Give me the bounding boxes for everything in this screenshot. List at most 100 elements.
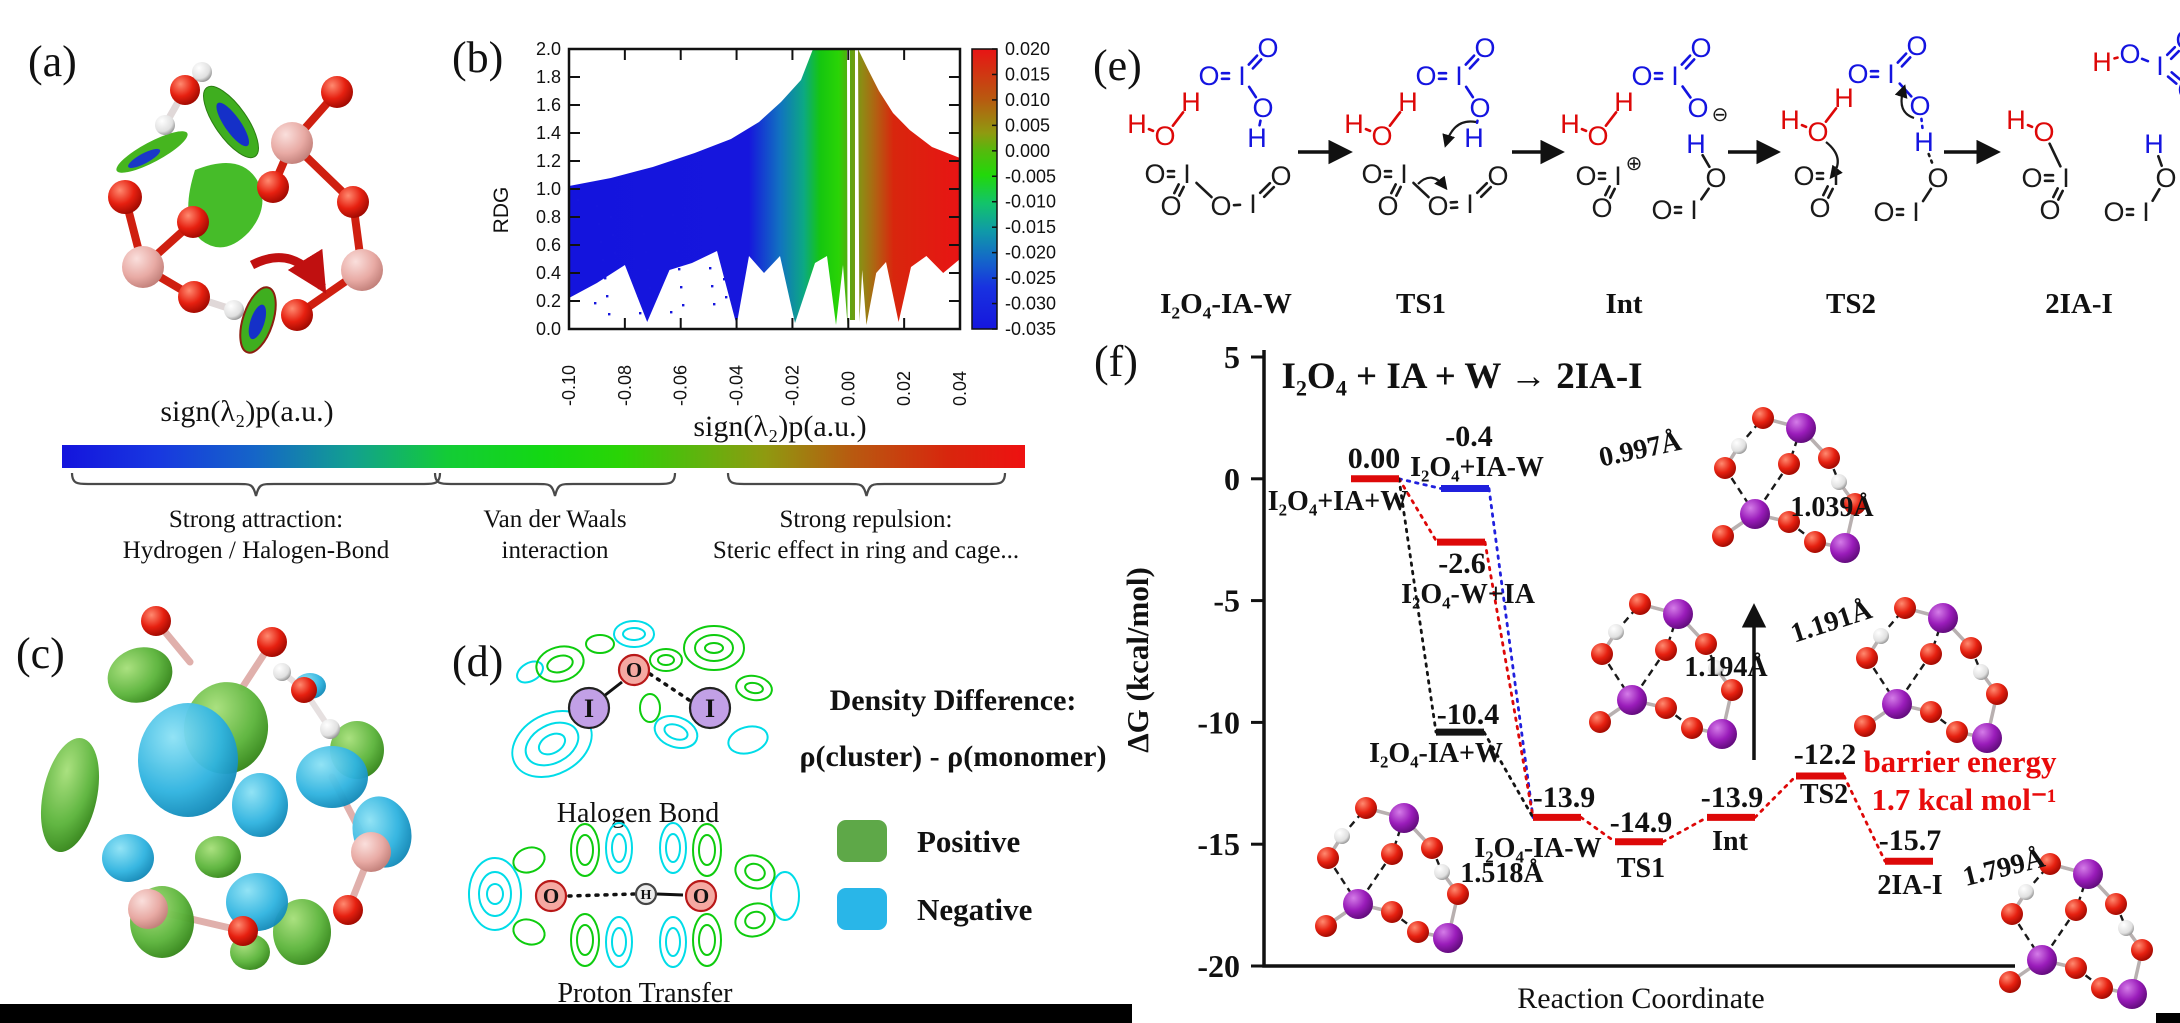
atom-label-O: O — [626, 658, 642, 682]
bond-double — [2057, 189, 2064, 201]
panel-b-xaxis-label: sign(λ₂)p(a.u.) — [693, 410, 867, 443]
proton-transfer-label: Proton Transfer — [557, 978, 733, 1009]
bond-single — [1195, 181, 1213, 199]
atom-letter-O: O — [1631, 61, 1652, 91]
panel-c-molecule — [40, 606, 412, 970]
panel-d-tag: (d) — [452, 637, 504, 686]
x-tick-label: -0.10 — [559, 365, 579, 406]
color-scale-bar — [62, 445, 1025, 468]
bond-double — [1680, 54, 1692, 66]
negative-label: Negative — [917, 892, 1033, 927]
atom-letter-O: O — [1474, 33, 1495, 63]
speckle — [719, 242, 722, 245]
bond-double — [1822, 185, 1829, 197]
dotted-connector — [1397, 477, 1443, 490]
atom-letter-O: O — [2103, 197, 2124, 227]
y-tick-label: 0.4 — [536, 263, 561, 283]
colorbar-tick-label: 0.020 — [1005, 39, 1050, 59]
bond-single — [1700, 187, 1710, 201]
colorbar-tick-label: 0.005 — [1005, 115, 1050, 135]
speckle — [635, 276, 638, 279]
bond-single — [1580, 127, 1588, 133]
species-label: TS1 — [1617, 853, 1665, 884]
atom-letter-H: H — [1686, 129, 1706, 159]
panel-b-plot: 2.0 1.8 1.6 1.4 1.2 1.0 0.8 0.6 0.4 0.2 0.0 -0.10 -0… — [490, 39, 1056, 406]
species-label: I₂O₄-IA+W — [1369, 738, 1503, 769]
bond-single — [1171, 111, 1185, 127]
energy-value-label: -12.2 — [1794, 738, 1857, 771]
speckle — [594, 302, 597, 305]
y-tick-label: 0.0 — [536, 319, 561, 339]
atom-letter-I: I — [1614, 161, 1622, 191]
y-tick-label: 0 — [1224, 461, 1240, 497]
y-tick-label: 1.4 — [536, 123, 561, 143]
bond-double — [1896, 52, 1908, 64]
atom-letter-O: O — [1587, 121, 1608, 151]
energy-value-label: -15.7 — [1879, 824, 1942, 857]
atom-letter-H: H — [1181, 87, 1201, 117]
bond-double — [1604, 185, 1611, 197]
bond-single — [1247, 85, 1258, 99]
atom-I — [688, 686, 732, 730]
atom-letter-O: O — [1160, 191, 1181, 221]
panel-b-tag: (b) — [452, 33, 504, 82]
charge-symbol: ⊕ — [1626, 153, 1643, 175]
bond-dotted — [1920, 117, 1924, 131]
bond-double — [1390, 183, 1397, 195]
panel-f-ylabel: ΔG (kcal/mol) — [1120, 567, 1155, 753]
bond-single — [1701, 153, 1711, 169]
panel-a-axis-label: sign(λ₂)p(a.u.) — [160, 395, 334, 428]
panel-a: sign(λ₂)p(a.u.) — [30, 15, 430, 445]
y-tick-label: 1.2 — [536, 151, 561, 171]
atom-letter-O: O — [1651, 195, 1672, 225]
strip-label-line1: Strong repulsion: — [780, 506, 953, 533]
cluster-product-top — [1710, 405, 1868, 565]
speckle — [670, 311, 673, 314]
bond-single — [1388, 111, 1402, 127]
bond-double — [1178, 185, 1185, 197]
scheme-stage-label: TS1 — [1396, 288, 1446, 320]
bond-double — [1464, 54, 1476, 66]
rdg-scatter-cloud — [569, 49, 960, 325]
bond-length-label: 1.799Å — [1960, 842, 2049, 892]
atom-letter-I: I — [1249, 189, 1257, 219]
speckle — [676, 250, 679, 253]
panel-e-tag: (e) — [1093, 41, 1142, 90]
atom-letter-O: O — [1591, 193, 1612, 223]
speckle — [717, 224, 720, 227]
speckle — [610, 216, 613, 219]
scheme-stage-2ia-i: HOIOOHOOIOOIOH — [2006, 25, 2180, 227]
dotted-connector — [1397, 477, 1438, 734]
speckle — [684, 207, 687, 210]
speckle — [600, 241, 603, 244]
species-label: I₂O₄-W+IA — [1401, 579, 1536, 610]
energy-value-label: -13.9 — [1701, 781, 1764, 814]
speckle — [608, 313, 611, 316]
atom-letter-O: O — [1144, 159, 1165, 189]
cluster-i2o4-ia-w — [1313, 795, 1471, 955]
atom-letter-O: O — [1687, 93, 1708, 123]
atom-letter-I: I — [1466, 189, 1474, 219]
bond-single — [1800, 123, 1808, 129]
species-label: Int — [1712, 826, 1748, 857]
atom-letter-H: H — [1780, 105, 1800, 135]
strip-label-line2: interaction — [502, 537, 609, 564]
atom-letter-H: H — [1834, 83, 1854, 113]
atom-letter-I: I — [1455, 61, 1463, 91]
panel-f-energy-diagram: I₂O₄ + IA + W → 2IA-I ΔG (kcal/mol) Reac… — [1120, 339, 2155, 1015]
dotted-connector — [1753, 774, 1798, 819]
atom-letter-O: O — [2119, 39, 2140, 69]
panel-a-molecule — [108, 62, 383, 354]
panel-b: 2.0 1.8 1.6 1.4 1.2 1.0 0.8 0.6 0.4 0.2 0.0 -0.10 -0… — [430, 10, 1090, 460]
x-tick-label: -0.04 — [727, 365, 747, 406]
colorbar-tick-label: -0.015 — [1005, 217, 1056, 237]
negative-swatch — [837, 888, 887, 930]
bond-dotted — [1475, 119, 1479, 127]
bond-double — [1395, 185, 1402, 197]
speckle — [707, 249, 710, 252]
colorbar-tick-label: 0.010 — [1005, 90, 1050, 110]
bond-double — [1900, 56, 1912, 68]
